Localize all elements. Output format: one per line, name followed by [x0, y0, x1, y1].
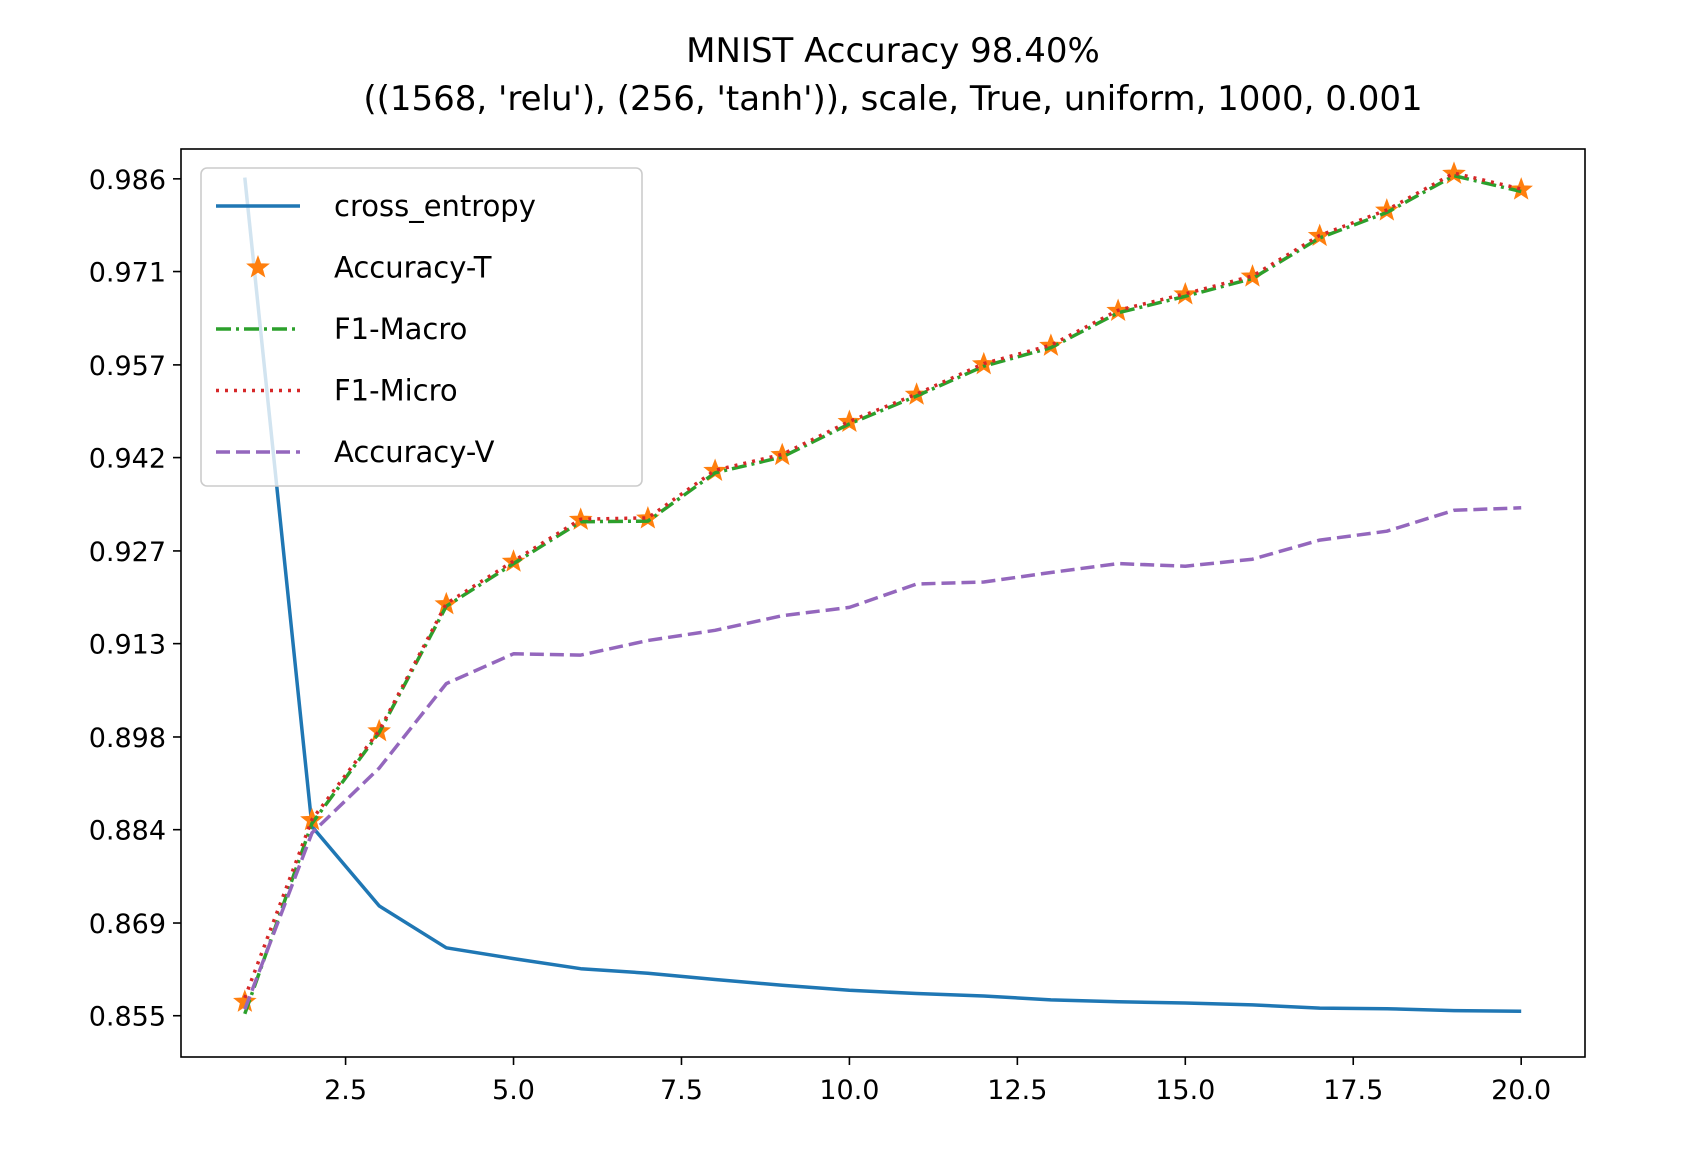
- legend-item-F1-Micro: F1-Micro: [216, 374, 458, 408]
- legend-label: F1-Micro: [334, 374, 458, 408]
- y-tick-label: 0.942: [89, 444, 166, 475]
- legend-label: F1-Macro: [334, 312, 467, 346]
- x-tick-label: 10.0: [819, 1075, 879, 1106]
- data-point: [1173, 281, 1198, 305]
- y-tick-label: 0.913: [89, 630, 166, 661]
- legend: cross_entropy Accuracy-T F1-Macro F1-Micro A…: [200, 167, 643, 487]
- series-cross_entropy: [243, 177, 1522, 1014]
- legend-item-F1-Macro: F1-Macro: [216, 312, 467, 346]
- legend-item-Accuracy-V: Accuracy-V: [216, 435, 495, 469]
- y-tick-label: 0.898: [89, 723, 166, 754]
- legend-item-Accuracy-T: Accuracy-T: [246, 251, 492, 285]
- legend-item-cross_entropy: cross_entropy: [216, 189, 536, 223]
- y-tick-label: 0.957: [89, 351, 166, 382]
- y-axis: 0.855 0.869 0.884 0.898 0.913 0.927 0.942 0.957…: [89, 165, 181, 1033]
- chart-title: MNIST Accuracy 98.40%: [686, 31, 1100, 71]
- data-point: [1039, 333, 1063, 356]
- series-line: [243, 173, 1522, 1015]
- data-point: [1509, 177, 1533, 200]
- x-tick-label: 5.0: [492, 1075, 535, 1106]
- x-tick-label: 12.5: [987, 1075, 1047, 1106]
- legend-label: cross_entropy: [334, 189, 536, 223]
- legend-swatch: [246, 255, 270, 278]
- series-line: [243, 506, 1522, 1011]
- y-tick-label: 0.971: [89, 258, 166, 289]
- series-F1-Macro: [243, 173, 1522, 1015]
- series-Accuracy-V: [243, 506, 1522, 1011]
- series-line: [243, 177, 1522, 1014]
- x-tick-label: 7.5: [660, 1075, 703, 1106]
- x-axis: 2.5 5.0 7.5 10.0 12.5 15.0 17.5 20.0: [324, 1057, 1551, 1106]
- y-tick-label: 0.986: [89, 165, 166, 196]
- plot-frame: [180, 148, 1586, 1058]
- x-tick-label: 17.5: [1323, 1075, 1383, 1106]
- legend-label: Accuracy-V: [334, 435, 495, 469]
- series-layer: [233, 161, 1533, 1015]
- chart-subtitle: ((1568, 'relu'), (256, 'tanh')), scale, …: [363, 79, 1422, 119]
- x-tick-label: 20.0: [1491, 1075, 1551, 1106]
- x-tick-label: 2.5: [324, 1075, 367, 1106]
- data-point: [1442, 161, 1466, 184]
- data-point: [703, 458, 727, 481]
- legend-box: [200, 167, 643, 487]
- y-tick-label: 0.855: [89, 1002, 166, 1033]
- y-tick-label: 0.884: [89, 816, 166, 847]
- x-tick-label: 15.0: [1155, 1075, 1215, 1106]
- y-tick-label: 0.927: [89, 537, 166, 568]
- data-point: [837, 409, 862, 433]
- legend-label: Accuracy-T: [334, 251, 492, 285]
- y-tick-label: 0.869: [89, 909, 166, 940]
